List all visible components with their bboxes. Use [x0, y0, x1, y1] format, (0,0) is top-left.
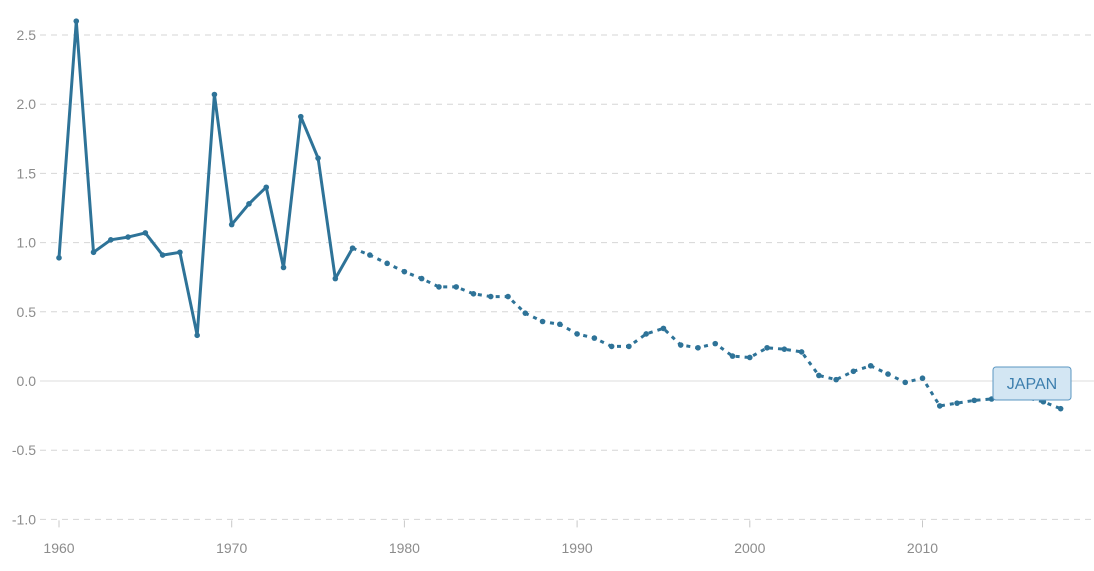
- series-line-solid: [57, 19, 354, 337]
- x-tick-label: 2000: [734, 540, 765, 556]
- data-point[interactable]: [695, 344, 701, 351]
- x-tick-label: 2010: [907, 540, 938, 556]
- x-tick-label: 1980: [389, 540, 420, 556]
- data-point[interactable]: [816, 372, 822, 379]
- y-tick-label: 0.5: [17, 304, 37, 320]
- data-point[interactable]: [125, 234, 131, 240]
- data-point[interactable]: [505, 293, 511, 300]
- data-point[interactable]: [971, 397, 978, 404]
- y-axis-ticks: 2.5 2.0 1.5 1.0 0.5 0.0 -0.5 -1.0: [12, 27, 36, 527]
- data-point[interactable]: [850, 368, 857, 375]
- data-point[interactable]: [349, 245, 356, 251]
- data-point[interactable]: [781, 346, 788, 352]
- data-points: [56, 18, 1064, 412]
- data-point[interactable]: [453, 284, 460, 290]
- data-point[interactable]: [194, 332, 200, 339]
- data-point[interactable]: [108, 237, 114, 243]
- data-point[interactable]: [297, 113, 304, 120]
- data-point[interactable]: [73, 18, 80, 24]
- data-point[interactable]: [367, 252, 373, 258]
- y-tick-label: 1.5: [17, 165, 37, 181]
- data-point[interactable]: [384, 260, 390, 267]
- data-point[interactable]: [798, 349, 805, 355]
- data-point[interactable]: [436, 284, 442, 290]
- y-tick-label: -0.5: [12, 442, 36, 458]
- y-tick-label: 1.0: [17, 235, 37, 251]
- data-point[interactable]: [557, 321, 563, 328]
- series-line-dotted: [352, 246, 1062, 411]
- data-point[interactable]: [608, 343, 615, 350]
- data-point[interactable]: [902, 379, 909, 386]
- data-point[interactable]: [1057, 405, 1064, 412]
- data-point[interactable]: [470, 291, 477, 297]
- data-point[interactable]: [885, 371, 891, 377]
- y-tick-label: 2.5: [17, 27, 37, 43]
- data-point[interactable]: [574, 331, 580, 337]
- data-point[interactable]: [936, 403, 943, 409]
- series-japan[interactable]: [57, 19, 1062, 411]
- series-label-text: JAPAN: [1007, 376, 1057, 393]
- data-point[interactable]: [833, 376, 839, 383]
- y-tick-label: -1.0: [12, 511, 36, 527]
- data-point[interactable]: [332, 275, 339, 282]
- y-tick-label: 2.0: [17, 96, 37, 112]
- data-point[interactable]: [418, 275, 425, 282]
- data-point[interactable]: [401, 268, 408, 275]
- data-point[interactable]: [591, 335, 598, 341]
- data-point[interactable]: [747, 354, 753, 361]
- y-tick-label: 0.0: [17, 373, 37, 389]
- data-point[interactable]: [246, 201, 252, 207]
- data-point[interactable]: [228, 221, 235, 228]
- data-point[interactable]: [263, 184, 270, 191]
- data-point[interactable]: [954, 400, 960, 406]
- series-label-box: [992, 366, 1072, 401]
- data-point[interactable]: [142, 230, 149, 236]
- data-point[interactable]: [280, 264, 287, 271]
- data-point[interactable]: [177, 249, 183, 256]
- data-point[interactable]: [712, 340, 719, 347]
- data-point[interactable]: [764, 344, 770, 351]
- x-tick-label: 1960: [43, 540, 74, 556]
- data-point[interactable]: [56, 255, 62, 261]
- data-point[interactable]: [487, 293, 494, 300]
- data-point[interactable]: [919, 375, 926, 382]
- x-tick-label: 1970: [216, 540, 247, 556]
- data-point[interactable]: [159, 252, 166, 258]
- data-point[interactable]: [626, 343, 632, 350]
- data-point[interactable]: [660, 325, 667, 332]
- data-point[interactable]: [211, 91, 218, 98]
- data-point[interactable]: [729, 353, 736, 359]
- data-point[interactable]: [315, 155, 321, 161]
- series-label: JAPAN: [992, 366, 1072, 401]
- gridlines: [40, 34, 1094, 520]
- x-tick-label: 1990: [562, 540, 593, 556]
- data-point[interactable]: [677, 342, 684, 348]
- data-point[interactable]: [539, 318, 546, 325]
- data-point[interactable]: [522, 310, 529, 316]
- x-axis-ticks: 1960 1970 1980 1990 2000 2010: [43, 520, 938, 556]
- data-point[interactable]: [867, 362, 874, 369]
- data-point[interactable]: [90, 249, 97, 256]
- data-point[interactable]: [643, 331, 649, 337]
